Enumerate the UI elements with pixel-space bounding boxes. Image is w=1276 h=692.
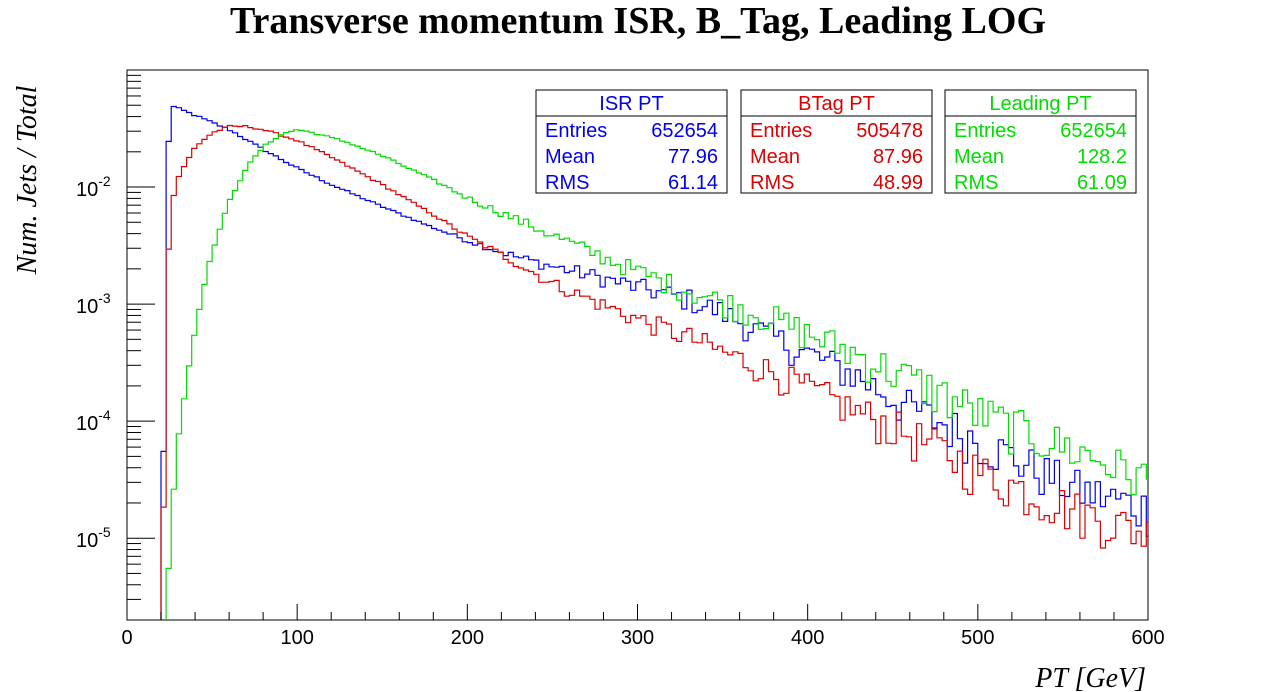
stat-label: Entries bbox=[545, 120, 607, 142]
stat-value: 61.09 bbox=[1077, 172, 1127, 194]
x-axis: 0 100 200 300 400 500 600 bbox=[121, 604, 1165, 649]
series-line-isr-pt bbox=[160, 105, 1148, 620]
x-tick-label: 200 bbox=[451, 627, 484, 649]
stat-value: 77.96 bbox=[668, 146, 718, 168]
x-tick-label: 400 bbox=[791, 627, 824, 649]
stat-box: BTag PT Entries 505478 Mean 87.96 RMS 48.99 bbox=[740, 89, 933, 194]
x-tick-label: 0 bbox=[121, 627, 132, 649]
stat-value: 505478 bbox=[856, 120, 923, 142]
stat-boxes: ISR PT Entries 652654 Mean 77.96 RMS 61.14 BTag… bbox=[535, 89, 1137, 194]
y-tick-exponent: -2 bbox=[98, 173, 111, 189]
stat-value: 652654 bbox=[1060, 120, 1127, 142]
y-tick-exponent: -3 bbox=[98, 290, 111, 306]
y-tick-label: 10-2 bbox=[76, 173, 111, 201]
stat-label: RMS bbox=[750, 172, 794, 194]
y-tick-label: 10-4 bbox=[76, 407, 111, 435]
stat-label: RMS bbox=[545, 172, 589, 194]
stat-value: 652654 bbox=[651, 120, 718, 142]
stat-label: Mean bbox=[954, 146, 1004, 168]
series-layer bbox=[160, 105, 1148, 620]
stat-label: Entries bbox=[954, 120, 1016, 142]
y-tick-label: 10-3 bbox=[76, 290, 111, 318]
y-tick-label: 10-5 bbox=[76, 524, 111, 552]
chart-title: Transverse momentum ISR, B_Tag, Leading … bbox=[230, 0, 1046, 42]
y-axis-title: Num. Jets / Total bbox=[12, 85, 43, 275]
x-axis-title: PT [GeV] bbox=[1034, 663, 1146, 692]
y-tick-base: 10 bbox=[76, 530, 98, 552]
y-tick-base: 10 bbox=[76, 179, 98, 201]
stat-value: 128.2 bbox=[1077, 146, 1127, 168]
stat-box-title: ISR PT bbox=[599, 93, 663, 115]
stat-box-frame bbox=[535, 89, 728, 194]
y-tick-exponent: -5 bbox=[98, 524, 111, 540]
stat-label: Mean bbox=[545, 146, 595, 168]
y-tick-base: 10 bbox=[76, 413, 98, 435]
stat-box-frame bbox=[740, 89, 933, 194]
y-axis: 10-210-310-410-5 bbox=[76, 69, 155, 621]
x-tick-label: 600 bbox=[1131, 627, 1164, 649]
stat-label: Entries bbox=[750, 120, 812, 142]
stat-box: Leading PT Entries 652654 Mean 128.2 RMS 61.09 bbox=[944, 89, 1137, 194]
y-tick-exponent: -4 bbox=[98, 407, 111, 423]
stat-box-title: BTag PT bbox=[798, 93, 875, 115]
stat-label: Mean bbox=[750, 146, 800, 168]
stat-box: ISR PT Entries 652654 Mean 77.96 RMS 61.14 bbox=[535, 89, 728, 194]
stat-box-title: Leading PT bbox=[989, 93, 1091, 115]
series-line-leading-pt bbox=[165, 129, 1148, 620]
y-tick-base: 10 bbox=[76, 296, 98, 318]
x-tick-label: 100 bbox=[280, 627, 313, 649]
x-tick-label: 300 bbox=[621, 627, 654, 649]
stat-box-frame bbox=[944, 89, 1137, 194]
stat-value: 48.99 bbox=[873, 172, 923, 194]
plot-area: 0 100 200 300 400 500 600 10-210-310-410-5 bbox=[76, 69, 1165, 649]
stat-label: RMS bbox=[954, 172, 998, 194]
stat-value: 61.14 bbox=[668, 172, 718, 194]
stat-value: 87.96 bbox=[873, 146, 923, 168]
x-tick-label: 500 bbox=[961, 627, 994, 649]
series-line-btag-pt bbox=[160, 124, 1148, 620]
